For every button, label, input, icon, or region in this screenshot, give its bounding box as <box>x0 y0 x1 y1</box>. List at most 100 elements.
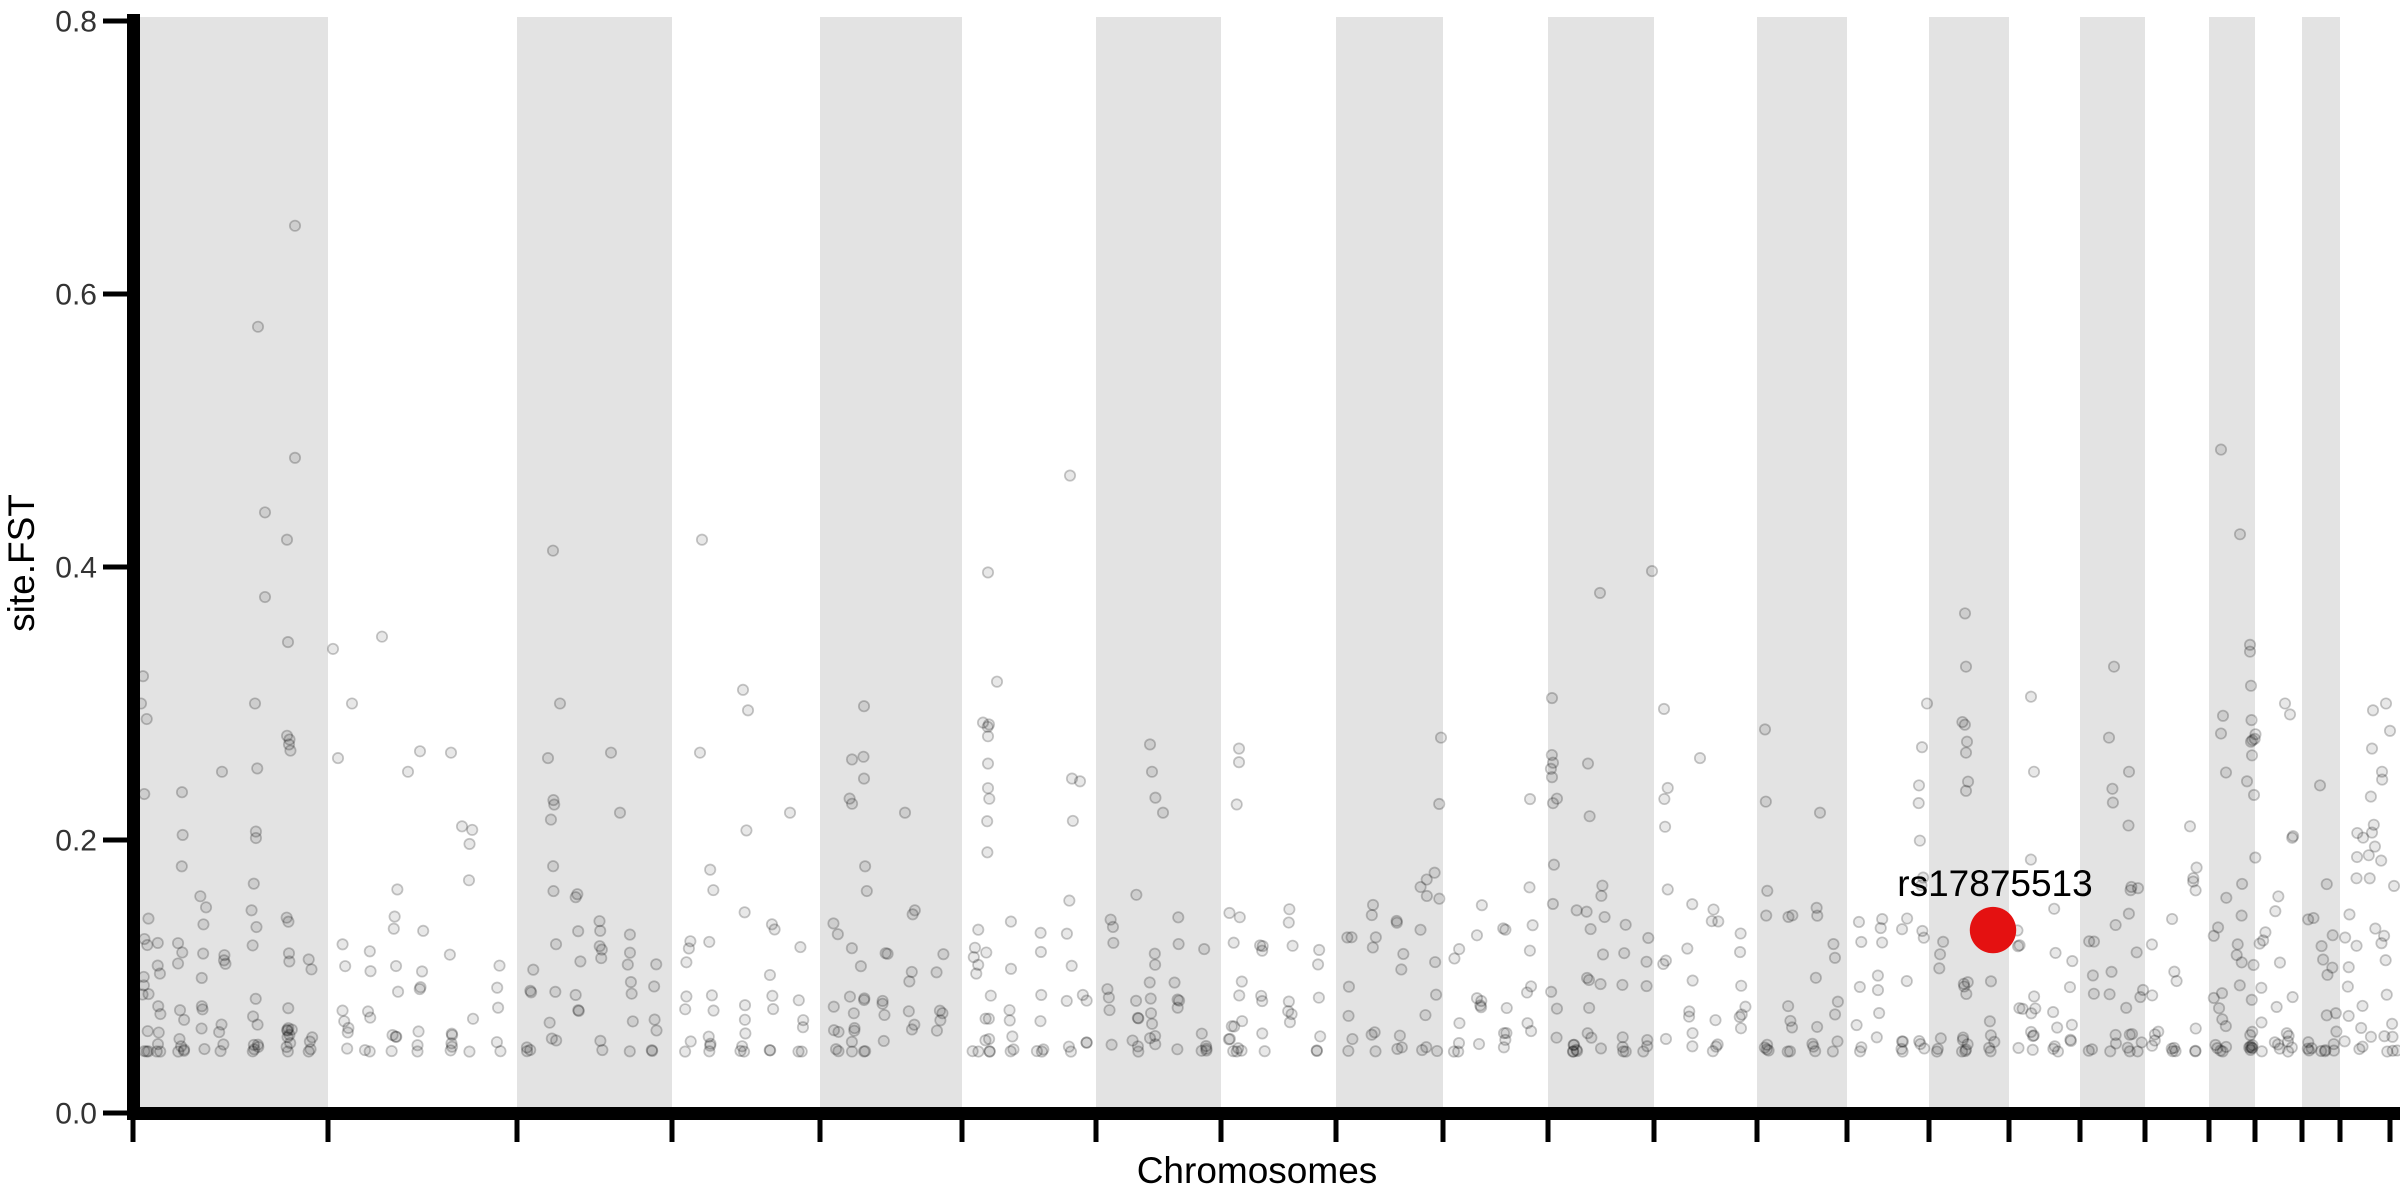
data-point <box>2375 854 2388 867</box>
data-point <box>2216 709 2230 722</box>
data-point <box>970 967 983 980</box>
data-point <box>1198 943 1211 956</box>
data-point <box>1871 984 1885 997</box>
data-point <box>252 1040 265 1053</box>
data-point <box>768 923 781 936</box>
data-point <box>195 971 208 985</box>
data-point <box>1595 889 1608 902</box>
data-point <box>1235 975 1248 988</box>
data-point <box>827 917 840 930</box>
data-point <box>1149 1038 1162 1051</box>
data-point <box>2367 818 2380 831</box>
data-point <box>466 1012 480 1025</box>
data-point <box>197 918 210 931</box>
data-point <box>1961 976 1974 989</box>
data-point <box>1156 806 1170 819</box>
data-point <box>2183 820 2197 833</box>
data-point <box>1063 469 1077 482</box>
data-point <box>1686 898 1699 911</box>
data-point <box>2338 1035 2351 1048</box>
data-point <box>1637 1045 1650 1058</box>
data-point <box>1472 1037 1486 1051</box>
data-point <box>245 904 258 917</box>
data-point <box>646 1044 659 1057</box>
data-point <box>248 1043 261 1056</box>
data-point <box>1960 735 1974 748</box>
data-point <box>520 1041 533 1054</box>
data-point <box>1132 1012 1145 1025</box>
data-point <box>879 947 892 960</box>
data-point <box>154 1045 167 1058</box>
data-point <box>845 753 859 766</box>
data-point <box>2313 779 2327 792</box>
data-point <box>2123 1045 2136 1058</box>
data-point <box>466 823 479 836</box>
data-point <box>1957 977 1970 990</box>
y-axis-title: site.FST <box>1 494 42 632</box>
data-point <box>1616 1031 1629 1044</box>
data-point <box>857 750 870 763</box>
data-point <box>1258 1045 1271 1058</box>
data-point <box>572 1004 585 1018</box>
x-tick <box>130 1120 136 1142</box>
data-point <box>364 1011 377 1024</box>
data-point <box>679 1045 692 1058</box>
data-point <box>2283 708 2297 721</box>
data-point <box>595 952 608 965</box>
data-point <box>1813 806 1827 819</box>
highlighted-snp-point <box>1969 906 2017 954</box>
data-point <box>2315 940 2328 953</box>
data-point <box>2024 853 2037 866</box>
data-point <box>1806 1037 1819 1050</box>
data-point <box>2145 1039 2159 1052</box>
data-point <box>2350 850 2364 864</box>
data-point <box>703 1045 716 1058</box>
y-tick-label: 0.0 <box>55 1098 97 1131</box>
data-point <box>1526 919 1539 932</box>
data-point <box>979 1034 992 1047</box>
data-point <box>1103 1004 1116 1017</box>
data-point <box>1988 1035 2001 1048</box>
data-point <box>154 1007 167 1021</box>
data-point <box>1342 1044 1355 1057</box>
data-point <box>679 1003 692 1016</box>
data-point <box>1761 1038 1774 1051</box>
data-point <box>2131 882 2145 895</box>
data-point <box>1310 1044 1323 1057</box>
x-tick <box>1440 1120 1446 1142</box>
data-point <box>176 828 189 842</box>
data-point <box>2353 1042 2366 1056</box>
data-point <box>153 967 166 980</box>
data-point <box>413 983 426 996</box>
data-point <box>142 912 155 925</box>
data-point <box>1584 923 1597 936</box>
data-point <box>1918 1042 1931 1055</box>
data-point <box>707 884 720 897</box>
data-point <box>937 948 950 961</box>
data-point <box>877 1034 890 1048</box>
data-point <box>2350 939 2363 952</box>
data-point <box>1640 955 1653 968</box>
data-point <box>936 1007 949 1020</box>
data-point <box>2383 724 2397 737</box>
data-point <box>2190 861 2203 874</box>
data-point <box>247 1038 260 1051</box>
data-point <box>1200 1044 1213 1057</box>
data-point <box>2268 1036 2281 1049</box>
data-point <box>1144 992 1157 1005</box>
data-point <box>1523 792 1537 806</box>
data-point <box>1581 757 1595 770</box>
data-point <box>572 1004 585 1017</box>
data-point <box>903 975 916 988</box>
data-point <box>151 936 164 949</box>
data-point <box>1004 915 1017 928</box>
data-point <box>2122 907 2135 920</box>
x-tick <box>2299 1120 2305 1142</box>
data-point <box>1434 731 1448 744</box>
data-point <box>1104 913 1117 926</box>
data-point <box>546 544 560 557</box>
data-point <box>2122 765 2136 778</box>
data-point <box>1060 927 1073 940</box>
data-point <box>1235 1044 1248 1057</box>
data-point <box>282 1002 295 1015</box>
